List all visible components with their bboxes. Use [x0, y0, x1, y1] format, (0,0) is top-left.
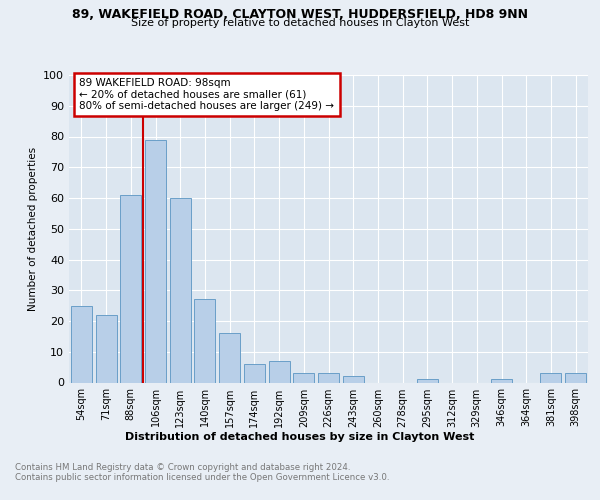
- Bar: [194, 300, 215, 382]
- Bar: [95, 315, 116, 382]
- Bar: [145, 140, 166, 382]
- Bar: [71, 306, 92, 382]
- Bar: [170, 198, 191, 382]
- Bar: [244, 364, 265, 382]
- Text: 89, WAKEFIELD ROAD, CLAYTON WEST, HUDDERSFIELD, HD8 9NN: 89, WAKEFIELD ROAD, CLAYTON WEST, HUDDER…: [72, 8, 528, 20]
- Bar: [293, 374, 314, 382]
- Bar: [565, 374, 586, 382]
- Bar: [417, 380, 438, 382]
- Text: 89 WAKEFIELD ROAD: 98sqm
← 20% of detached houses are smaller (61)
80% of semi-d: 89 WAKEFIELD ROAD: 98sqm ← 20% of detach…: [79, 78, 334, 112]
- Bar: [120, 195, 141, 382]
- Bar: [343, 376, 364, 382]
- Y-axis label: Number of detached properties: Number of detached properties: [28, 146, 38, 311]
- Bar: [491, 380, 512, 382]
- Bar: [318, 374, 339, 382]
- Bar: [541, 374, 562, 382]
- Text: Distribution of detached houses by size in Clayton West: Distribution of detached houses by size …: [125, 432, 475, 442]
- Text: Contains HM Land Registry data © Crown copyright and database right 2024.
Contai: Contains HM Land Registry data © Crown c…: [15, 462, 389, 482]
- Bar: [269, 361, 290, 382]
- Bar: [219, 334, 240, 382]
- Text: Size of property relative to detached houses in Clayton West: Size of property relative to detached ho…: [131, 18, 469, 28]
